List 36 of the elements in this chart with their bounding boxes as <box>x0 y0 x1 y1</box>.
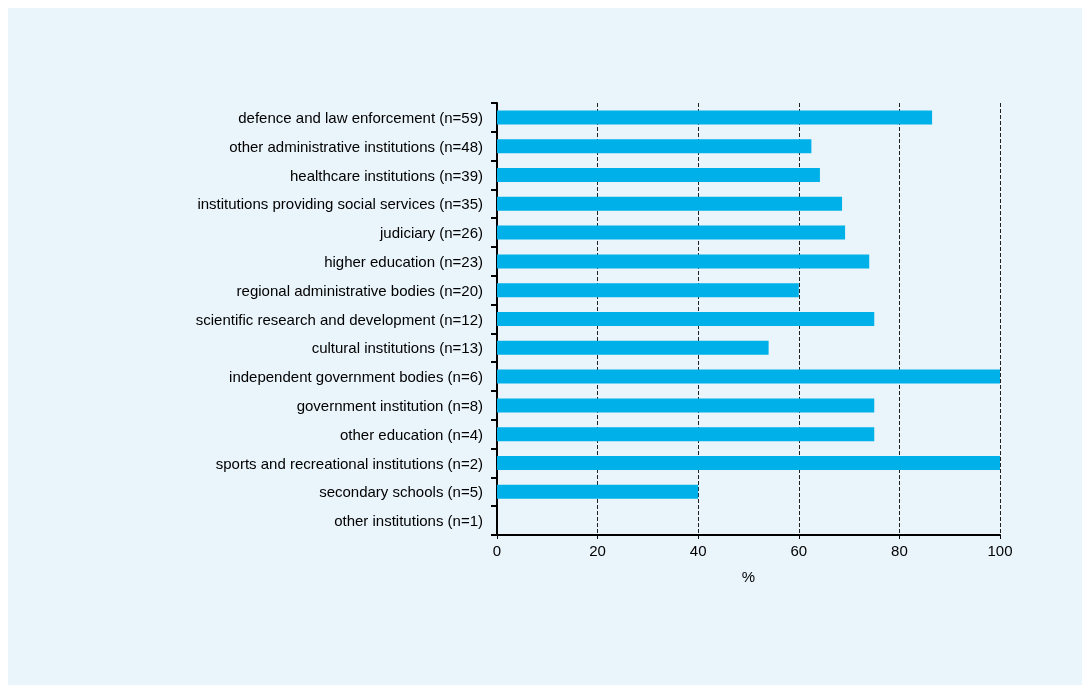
bar <box>497 196 843 211</box>
bar <box>497 225 846 240</box>
bar <box>497 254 870 269</box>
y-tick-label: secondary schools (n=5) <box>319 483 483 501</box>
x-tick-label: 60 <box>790 542 808 559</box>
y-tick-label: government institution (n=8) <box>296 396 483 414</box>
y-tick-label: judiciary (n=26) <box>379 224 483 242</box>
y-tick-label: independent government bodies (n=6) <box>229 368 483 386</box>
y-tick-label: healthcare institutions (n=39) <box>289 166 483 184</box>
bar <box>497 484 699 499</box>
bar <box>497 168 820 182</box>
bar <box>497 456 1000 470</box>
x-tick-label: 100 <box>987 542 1013 559</box>
bar <box>497 398 875 413</box>
y-tick-label: other education (n=4) <box>339 425 483 443</box>
bar <box>497 312 875 326</box>
x-tick-label: 80 <box>891 542 908 559</box>
y-tick-label: institutions providing social services (n=35) <box>197 195 483 213</box>
y-tick-label: other administrative institutions (n=48) <box>229 137 483 155</box>
y-tick-label: sports and recreational institutions (n=2) <box>215 454 483 472</box>
y-tick-label: regional administrative bodies (n=20) <box>236 281 483 299</box>
y-tick-label: defence and law enforcement (n=59) <box>238 108 483 126</box>
x-axis-title: % <box>741 568 756 585</box>
y-tick-label: higher education (n=23) <box>324 252 483 270</box>
y-tick-label: other institutions (n=1) <box>334 512 483 530</box>
bar <box>497 427 875 442</box>
bar <box>497 369 1000 384</box>
x-tick-label: 40 <box>689 542 707 559</box>
bar <box>497 340 769 355</box>
x-tick-label: 20 <box>589 542 606 559</box>
y-tick-label: cultural institutions (n=13) <box>311 339 483 357</box>
bar <box>497 283 799 298</box>
bar <box>497 110 933 125</box>
y-tick-label: scientific research and development (n=12) <box>195 310 483 328</box>
bar <box>497 139 812 154</box>
x-tick-label: 0 <box>492 542 502 559</box>
